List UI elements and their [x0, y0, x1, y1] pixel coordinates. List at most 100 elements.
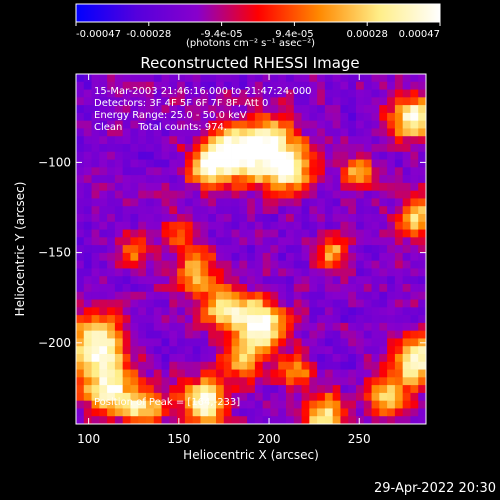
heatmap-cell [223, 214, 232, 223]
heatmap-cell [363, 198, 372, 207]
heatmap-cell [317, 284, 326, 293]
heatmap-cell [293, 377, 302, 386]
heatmap-cell [363, 112, 372, 122]
heatmap-cell [122, 245, 131, 254]
heatmap-cell [254, 245, 264, 254]
heatmap-cell [153, 97, 162, 106]
heatmap-cell [402, 112, 411, 122]
heatmap-cell [379, 392, 388, 402]
heatmap-cell [177, 307, 186, 316]
heatmap-cell [371, 144, 380, 153]
heatmap-cell [356, 214, 365, 223]
heatmap-cell [270, 97, 279, 106]
heatmap-cell [394, 392, 404, 402]
heatmap-cell [169, 120, 178, 129]
heatmap-cell [153, 354, 162, 363]
heatmap-cell [324, 291, 334, 300]
heatmap-cell [309, 361, 318, 370]
heatmap-cell [216, 105, 225, 114]
heatmap-cell [122, 252, 131, 262]
heatmap-cell [348, 307, 357, 316]
heatmap-cell [130, 330, 139, 339]
heatmap-cell [324, 322, 334, 332]
heatmap-cell [161, 291, 170, 300]
heatmap-cell [410, 268, 419, 277]
heatmap-cell [114, 299, 124, 308]
heatmap-cell [107, 74, 116, 83]
heatmap-cell [348, 245, 357, 254]
heatmap-cell [216, 245, 225, 254]
heatmap-cell [223, 221, 232, 230]
heatmap-cell [301, 159, 310, 168]
heatmap-cell [278, 112, 287, 122]
heatmap-cell [379, 112, 388, 122]
heatmap-cell [107, 214, 116, 223]
heatmap-cell [286, 81, 295, 90]
heatmap-cell [394, 214, 404, 223]
heatmap-cell [99, 151, 108, 160]
heatmap-cell [402, 346, 411, 355]
heatmap-cell [83, 322, 92, 332]
heatmap-cell [122, 214, 131, 223]
heatmap-cell [410, 159, 419, 168]
heatmap-cell [317, 105, 326, 114]
heatmap-cell [146, 377, 155, 386]
heatmap-cell [278, 74, 287, 83]
heatmap-cell [270, 206, 279, 215]
heatmap-cell [387, 361, 396, 370]
heatmap-cell [262, 252, 271, 262]
heatmap-cell [130, 252, 139, 262]
heatmap-cell [262, 151, 271, 160]
heatmap-cell [418, 260, 427, 269]
heatmap-cell [114, 276, 124, 285]
heatmap-cell [216, 276, 225, 285]
heatmap-cell [262, 136, 271, 145]
heatmap-cell [99, 105, 108, 114]
heatmap-cell [184, 182, 194, 192]
heatmap-cell [278, 182, 287, 192]
heatmap-cell [371, 284, 380, 293]
heatmap-cell [223, 128, 232, 137]
heatmap-cell [418, 128, 427, 137]
heatmap-cell [114, 338, 124, 347]
heatmap-cell [76, 330, 85, 339]
heatmap-cell [324, 385, 334, 394]
heatmap-cell [278, 175, 287, 184]
heatmap-cell [410, 237, 419, 246]
heatmap-cell [410, 416, 419, 425]
heatmap-cell [83, 361, 92, 370]
heatmap-cell [146, 385, 155, 394]
heatmap-cell [394, 291, 404, 300]
heatmap-cell [216, 175, 225, 184]
colorbar-tick-label: 0.00028 [347, 29, 388, 40]
heatmap-cell [192, 268, 201, 277]
heatmap-cell [278, 268, 287, 277]
heatmap-cell [348, 400, 357, 409]
heatmap-cell [262, 214, 271, 223]
heatmap-cell [301, 105, 310, 114]
heatmap-cell [99, 268, 108, 277]
heatmap-cell [177, 128, 186, 137]
heatmap-cell [247, 229, 256, 238]
heatmap-cell [91, 299, 100, 308]
heatmap-cell [239, 416, 248, 425]
heatmap-cell [146, 330, 155, 339]
heatmap-cell [208, 182, 217, 192]
heatmap-cell [371, 112, 380, 122]
heatmap-cell [83, 369, 92, 378]
heatmap-cell [130, 237, 139, 246]
heatmap-cell [317, 385, 326, 394]
heatmap-cell [91, 346, 100, 355]
heatmap-cell [254, 159, 264, 168]
heatmap-cell [76, 260, 85, 269]
heatmap-cell [340, 276, 349, 285]
heatmap-cell [192, 291, 201, 300]
heatmap-cell [91, 385, 100, 394]
heatmap-cell [402, 330, 411, 339]
heatmap-cell [270, 136, 279, 145]
heatmap-cell [130, 190, 139, 199]
heatmap-cell [99, 74, 108, 83]
heatmap-cell [317, 268, 326, 277]
heatmap-cell [177, 74, 186, 83]
heatmap-cell [387, 276, 396, 285]
